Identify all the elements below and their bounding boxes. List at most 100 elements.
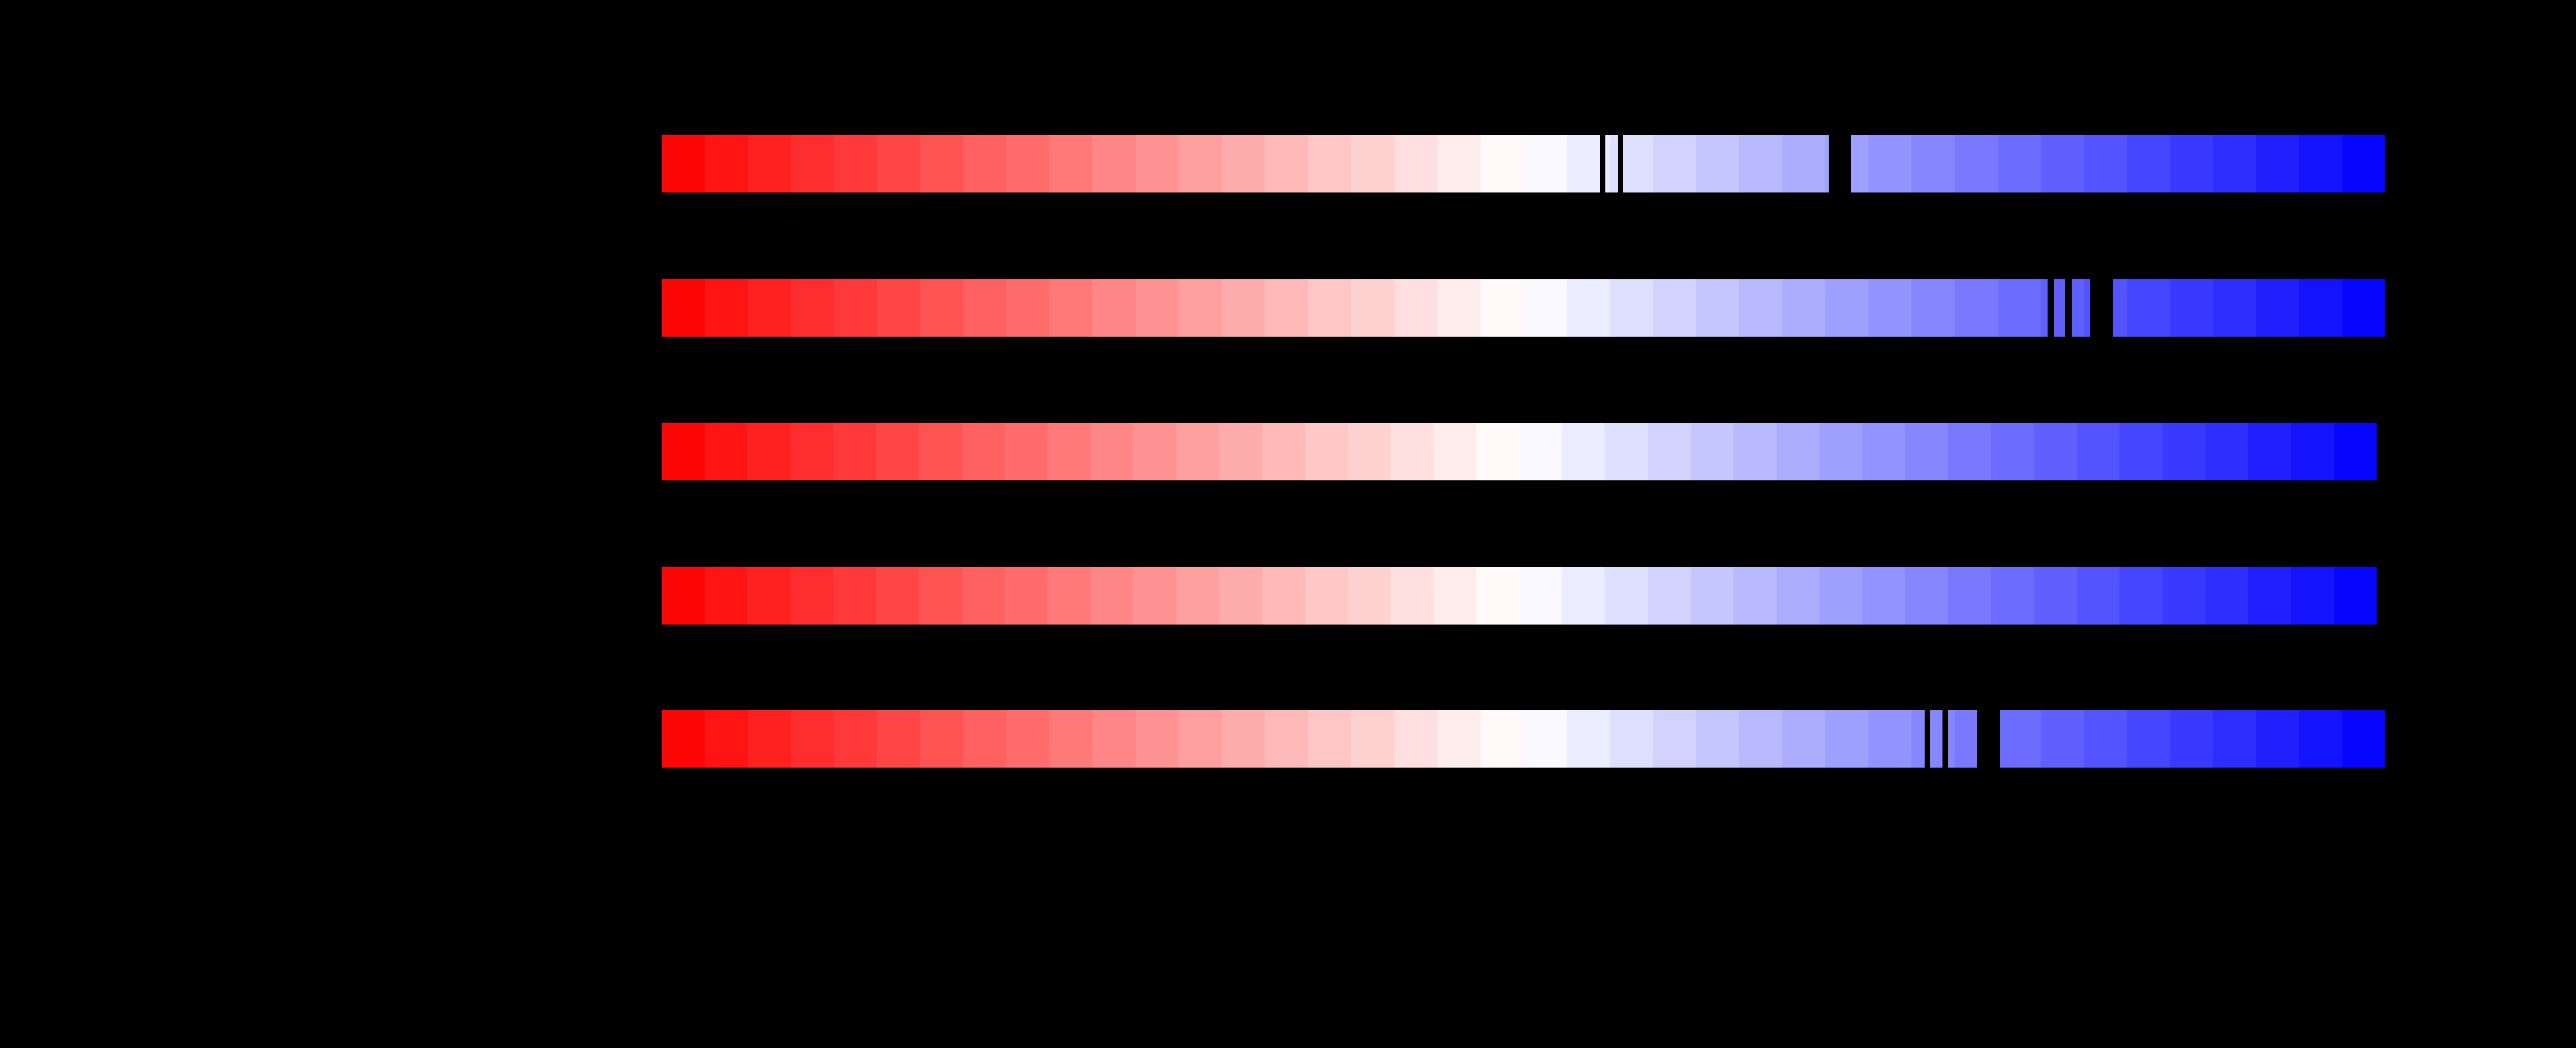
gradient-band — [2205, 423, 2249, 480]
gradient-band — [2170, 710, 2214, 768]
gradient-band — [1523, 135, 1567, 192]
gradient-band — [961, 567, 1005, 625]
gradient-strip-row-5 — [662, 710, 2386, 768]
gradient-band — [1696, 135, 1739, 192]
gradient-band — [748, 135, 791, 192]
gradient-strip-row-3 — [662, 423, 2377, 480]
gradient-band — [748, 279, 791, 337]
gradient-band — [2256, 135, 2300, 192]
gradient-band — [1351, 135, 1395, 192]
gradient-band — [2127, 279, 2171, 337]
gradient-band — [2127, 135, 2171, 192]
gradient-band — [704, 423, 748, 480]
gradient-band — [2162, 567, 2206, 625]
gradient-band — [2084, 135, 2127, 192]
gradient-band — [2299, 710, 2343, 768]
gradient-band — [834, 135, 878, 192]
gradient-band — [1391, 567, 1434, 625]
gradient-band — [1179, 710, 1222, 768]
gradient-band — [1222, 279, 1265, 337]
gradient-band — [2342, 135, 2386, 192]
gradient-band — [1911, 279, 1955, 337]
gradient-band — [2041, 135, 2084, 192]
gradient-band — [2076, 567, 2120, 625]
gradient-band — [1954, 279, 1998, 337]
gradient-band — [2213, 710, 2257, 768]
gradient-band — [704, 567, 748, 625]
gradient-band — [2256, 710, 2300, 768]
gradient-band — [1948, 423, 1991, 480]
gradient-band — [1476, 423, 1520, 480]
gradient-band — [876, 567, 919, 625]
marker-line — [1618, 135, 1623, 192]
gradient-band — [1179, 135, 1222, 192]
gradient-band — [2127, 710, 2171, 768]
gradient-band — [833, 567, 876, 625]
gradient-band — [1090, 567, 1134, 625]
gradient-band — [1776, 423, 1820, 480]
gradient-band — [2119, 423, 2162, 480]
gradient-band — [963, 710, 1007, 768]
gradient-band — [1648, 423, 1691, 480]
gradient-band — [1696, 279, 1739, 337]
gradient-band — [790, 567, 833, 625]
gradient-band — [2205, 567, 2249, 625]
gradient-band — [1690, 567, 1734, 625]
gradient-band — [1566, 279, 1610, 337]
gradient-band — [1819, 423, 1863, 480]
gradient-band — [1394, 710, 1438, 768]
gradient-band — [1437, 710, 1481, 768]
gradient-band — [1133, 567, 1176, 625]
gradient-band — [1176, 567, 1219, 625]
gradient-band — [791, 710, 835, 768]
gradient-band — [1991, 567, 2034, 625]
gradient-band — [1391, 423, 1434, 480]
gradient-band — [790, 423, 833, 480]
gradient-band — [1954, 135, 1998, 192]
gradient-band — [877, 135, 921, 192]
gradient-band — [1049, 279, 1093, 337]
gradient-band — [1739, 710, 1782, 768]
gradient-band — [705, 135, 748, 192]
gradient-band — [1605, 567, 1648, 625]
gradient-band — [1733, 423, 1777, 480]
gradient-band — [918, 567, 962, 625]
gradient-band — [662, 710, 705, 768]
gradient-band — [1739, 135, 1782, 192]
gradient-band — [1179, 279, 1222, 337]
gradient-band — [1308, 135, 1351, 192]
gradient-band — [1433, 567, 1477, 625]
gradient-band — [877, 279, 921, 337]
gradient-band — [1480, 135, 1524, 192]
gradient-band — [1997, 710, 2041, 768]
gradient-band — [1005, 567, 1048, 625]
gradient-band — [1782, 710, 1825, 768]
gradient-band — [877, 710, 921, 768]
gradient-band — [1092, 279, 1136, 337]
gradient-band — [920, 710, 964, 768]
gradient-band — [1652, 135, 1696, 192]
gradient-band — [1523, 279, 1567, 337]
gradient-band — [1868, 279, 1911, 337]
gradient-band — [1819, 567, 1863, 625]
gradient-band — [1136, 279, 1179, 337]
gradient-band — [1222, 710, 1265, 768]
gradient-strip-row-2 — [662, 279, 2386, 337]
marker-line — [2065, 279, 2072, 337]
gradient-band — [2342, 710, 2386, 768]
gradient-band — [705, 279, 748, 337]
gradient-band — [1219, 567, 1262, 625]
gradient-band — [918, 423, 962, 480]
gradient-band — [1480, 279, 1524, 337]
gradient-band — [2170, 279, 2214, 337]
gradient-band — [1523, 710, 1567, 768]
gradient-band — [1476, 567, 1520, 625]
gradient-band — [2299, 135, 2343, 192]
gradient-band — [2076, 423, 2120, 480]
gradient-band — [1394, 279, 1438, 337]
gradient-band — [2248, 423, 2291, 480]
gradient-band — [1437, 135, 1481, 192]
gradient-band — [1133, 423, 1176, 480]
gradient-band — [2256, 279, 2300, 337]
